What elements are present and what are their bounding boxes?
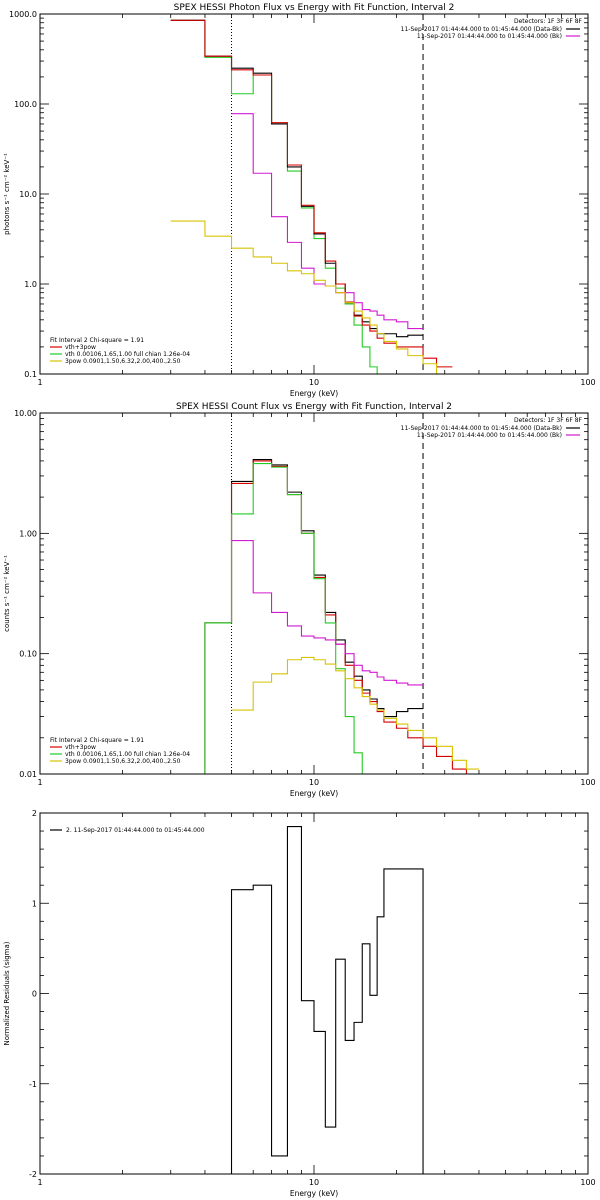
y-tick-label: 2 (32, 809, 37, 818)
x-tick-label: 1 (37, 378, 42, 387)
x-axis-label: Energy (keV) (290, 789, 338, 798)
x-tick-label: 10 (309, 1178, 319, 1187)
y-tick-label: 0 (32, 990, 37, 999)
legend-entry-label: 2. 11-Sep-2017 01:44:44.000 to 01:45:44.… (66, 827, 205, 834)
chart-panel-1: SPEX HESSI Photon Flux vs Energy with Fi… (3, 3, 596, 398)
plot-frame (39, 812, 589, 1175)
chart-title: SPEX HESSI Count Flux vs Energy with Fit… (176, 402, 452, 412)
x-tick-label: 100 (580, 378, 595, 387)
y-tick-label: 10.00 (14, 409, 37, 418)
y-tick-label: 1.0 (24, 280, 37, 289)
y-axis-label: photons s⁻¹ cm⁻² keV⁻¹ (3, 153, 11, 235)
legend-entry-label: vth 0.00106,1.65,1.00 full chian 1.26e-0… (65, 751, 190, 758)
y-tick-label: 1000.0 (9, 10, 37, 19)
series-line-magenta (231, 540, 424, 686)
y-tick-label: -2 (29, 1170, 37, 1179)
data-area (170, 14, 453, 374)
chart-panel-2: SPEX HESSI Count Flux vs Energy with Fit… (3, 402, 596, 798)
series-line-red (170, 19, 453, 368)
legend-entry-label: 11-Sep-2017 01:44:44.000 to 01:45:44.000… (417, 33, 562, 40)
series-line-green (170, 463, 370, 774)
x-tick-label: 1 (37, 778, 42, 787)
x-tick-label: 10 (309, 778, 319, 787)
legend-entry-label: 3pow 0.0901,1.50,6.32,2.00,400.,2.50 (65, 358, 181, 365)
series-line-green (170, 19, 453, 374)
x-tick-label: 100 (580, 778, 595, 787)
y-tick-label: 1.00 (19, 529, 37, 538)
chart-title: SPEX HESSI Photon Flux vs Energy with Fi… (174, 3, 455, 13)
y-tick-label: 100.0 (14, 100, 37, 109)
legend-entry-label: vth+3pow (65, 744, 96, 751)
legend-entry-label: vth+3pow (65, 344, 96, 351)
x-tick-label: 100 (580, 1178, 595, 1187)
series-line-magenta (231, 113, 424, 330)
series-line-red (170, 460, 479, 774)
legend-entry-label: 11-Sep-2017 01:44:44.000 to 01:45:44.000… (417, 432, 562, 439)
legend-detectors: Detectors: 1F 3F 6F 8F (514, 417, 583, 424)
y-tick-label: 0.01 (19, 770, 37, 779)
x-axis-label: Energy (keV) (290, 1189, 338, 1198)
y-axis-label: counts s⁻¹ cm⁻² keV⁻¹ (3, 555, 11, 632)
series-line-black (170, 19, 424, 338)
legend-entry-label: 3pow 0.0901,1.50,6.32,2.00,400.,2.50 (65, 758, 181, 765)
data-area (230, 825, 424, 1174)
chart-panel-3: 1 10 100 -2 -1 0 1 2 Energy (keV) Normalized Resi… (3, 809, 596, 1198)
legend-entry-label: vth 0.00106,1.65,1.00 full chian 1.26e-0… (65, 351, 190, 358)
x-axis-label: Energy (keV) (290, 389, 338, 398)
series-line-yellow (231, 656, 479, 770)
legend-entry-label: 11-Sep-2017 01:44:44.000 to 01:45:44.000… (401, 425, 562, 432)
x-tick-label: 10 (309, 378, 319, 387)
series-line-black (230, 825, 424, 1174)
y-tick-label: 0.10 (19, 650, 37, 659)
y-tick-label: -1 (29, 1080, 37, 1089)
x-tick-label: 1 (37, 1178, 42, 1187)
series-line-yellow (170, 220, 453, 374)
legend-detectors: Detectors: 1F 3F 6F 8F (514, 18, 583, 25)
y-tick-label: 10.0 (19, 190, 37, 199)
series-line-black (170, 459, 424, 774)
legend-entry-label: 11-Sep-2017 01:44:44.000 to 01:45:44.000… (401, 26, 562, 33)
plot-frame (39, 13, 589, 375)
data-area (170, 413, 479, 774)
legend-fit-header: Fit Interval 2 Chi-square = 1.91 (50, 337, 144, 344)
y-axis-label: Normalized Residuals (sigma) (3, 941, 11, 1045)
y-tick-label: 1 (32, 899, 37, 908)
legend-fit-header: Fit Interval 2 Chi-square = 1.91 (50, 737, 144, 744)
plot-frame (39, 412, 589, 775)
y-tick-label: 0.1 (24, 370, 37, 379)
